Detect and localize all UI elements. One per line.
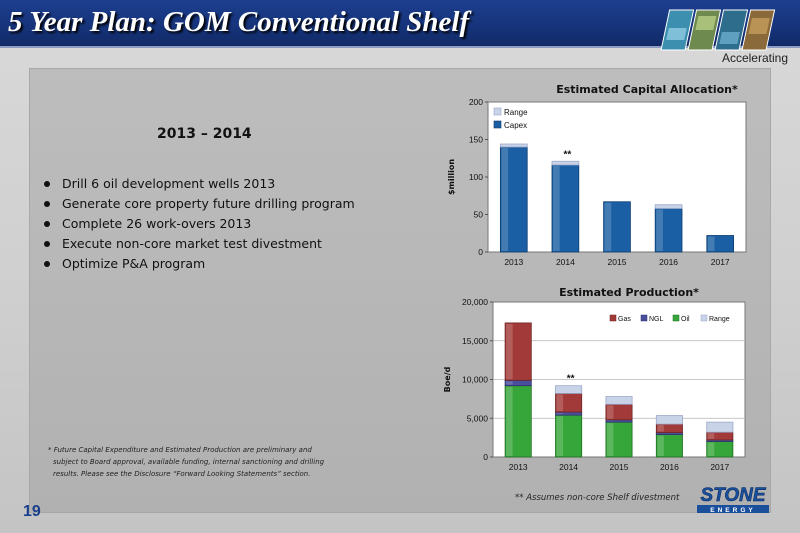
bullet-item: Optimize P&A program — [44, 254, 355, 274]
y-tick-label: 0 — [483, 452, 488, 462]
y-tick-label: 10,000 — [462, 375, 488, 385]
svg-text:ENERGY: ENERGY — [710, 507, 755, 514]
bullet-dot-icon — [44, 180, 50, 187]
bar-highlight — [556, 394, 564, 412]
y-tick-label: 5,000 — [467, 413, 489, 423]
bar-highlight — [606, 405, 614, 419]
legend-swatch — [609, 314, 617, 322]
y-tick-label: 100 — [469, 172, 483, 182]
x-tick-label: 2013 — [509, 462, 528, 472]
x-tick-label: 2014 — [556, 257, 575, 267]
bar-highlight — [556, 413, 564, 415]
y-tick-label: 150 — [469, 135, 483, 145]
legend-label: Oil — [681, 316, 690, 323]
disclaimer-footnote: * Future Capital Expenditure and Estimat… — [48, 446, 325, 478]
bar-highlight — [604, 202, 612, 251]
bar-capex — [654, 208, 683, 253]
x-tick-label: 2015 — [610, 462, 629, 472]
bar-highlight — [707, 442, 715, 456]
slide-header: 5 Year Plan: GOM Conventional Shelf — [0, 0, 800, 51]
bar-range — [605, 396, 633, 405]
x-tick-label: 2016 — [659, 257, 678, 267]
legend-label: Range — [709, 316, 730, 323]
slide-title: 5 Year Plan: GOM Conventional Shelf — [8, 6, 470, 38]
bar-capex — [706, 235, 735, 253]
bar-gas — [504, 322, 532, 381]
legend-swatch — [700, 314, 708, 322]
legend-swatch — [493, 107, 502, 116]
y-tick-label: 200 — [469, 97, 483, 107]
y-tick-label: 15,000 — [462, 336, 488, 346]
bar-oil — [504, 385, 532, 458]
bullet-dot-icon — [44, 260, 50, 267]
legend-swatch — [493, 120, 502, 129]
bullet-item: Complete 26 work-overs 2013 — [44, 214, 355, 234]
bar-highlight — [506, 323, 513, 380]
bar-annotation: ** — [564, 149, 572, 160]
bar-highlight — [656, 209, 663, 251]
bar-annotation: ** — [567, 374, 575, 385]
bar-range — [551, 160, 580, 166]
bar-range — [706, 421, 734, 433]
x-tick-label: 2017 — [711, 257, 730, 267]
bar-capex — [499, 146, 528, 253]
bar-range — [655, 415, 683, 425]
bar-highlight — [556, 416, 564, 456]
legend-swatch — [640, 314, 648, 322]
section-subtitle: 2013 – 2014 — [157, 126, 252, 142]
bar-highlight — [707, 236, 715, 251]
production-chart: Estimated Production* 0 5,000 10,000 15,000 2… — [443, 286, 746, 472]
legend-label: Capex — [504, 121, 527, 130]
legend-label: Range — [504, 108, 528, 117]
bar-highlight — [657, 435, 664, 456]
y-tick-label: 20,000 — [462, 297, 488, 307]
bar-highlight — [606, 423, 614, 456]
bar-capex — [551, 164, 580, 253]
bullet-dot-icon — [44, 220, 50, 227]
x-tick-label: 2015 — [608, 257, 627, 267]
bar-highlight — [657, 425, 664, 432]
bullet-item: Execute non-core market test divestment — [44, 234, 355, 254]
stone-energy-logo: STONE ENERGY — [697, 485, 769, 514]
bar-range — [499, 143, 528, 148]
bar-highlight — [501, 148, 509, 251]
x-tick-label: 2014 — [559, 462, 578, 472]
y-axis-label: $million — [447, 159, 456, 195]
bar-highlight — [707, 433, 715, 439]
y-tick-label: 50 — [474, 210, 484, 220]
legend-swatch — [672, 314, 680, 322]
chart-title: Estimated Capital Allocation* — [556, 83, 738, 96]
legend-label: Gas — [618, 316, 631, 323]
bar-oil — [605, 421, 633, 458]
svg-text:STONE: STONE — [700, 485, 766, 506]
bullet-list: Drill 6 oil development wells 2013 Gener… — [44, 174, 355, 274]
bullet-item: Drill 6 oil development wells 2013 — [44, 174, 355, 194]
bar-capex — [603, 201, 631, 253]
bar-range — [555, 385, 583, 394]
bullet-dot-icon — [44, 240, 50, 247]
y-tick-label: 0 — [478, 247, 483, 257]
tagline: Accelerating — [721, 51, 788, 65]
x-tick-label: 2017 — [710, 462, 729, 472]
x-tick-label: 2013 — [504, 257, 523, 267]
capital-allocation-chart: Estimated Capital Allocation* 0 50 100 150 20… — [447, 83, 747, 267]
divestment-footnote: ** Assumes non-core Shelf divestment — [515, 493, 680, 503]
bullet-item: Generate core property future drilling p… — [44, 194, 355, 214]
bullet-dot-icon — [44, 200, 50, 207]
bar-range — [654, 204, 683, 209]
y-axis-label: Boe/d — [443, 366, 452, 392]
bar-highlight — [506, 386, 513, 456]
x-tick-label: 2016 — [660, 462, 679, 472]
bar-highlight — [552, 166, 560, 251]
page-number: 19 — [23, 503, 41, 520]
chart-title: Estimated Production* — [559, 286, 699, 299]
legend-label: NGL — [649, 316, 664, 323]
header-photo-tiles-icon — [660, 9, 776, 51]
bar-highlight — [506, 381, 513, 385]
